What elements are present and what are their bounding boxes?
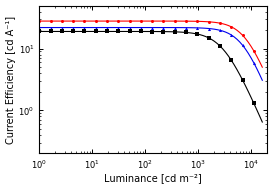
Y-axis label: Current Efficiency [cd A⁻¹]: Current Efficiency [cd A⁻¹] <box>5 15 16 143</box>
X-axis label: Luminance [cd m⁻²]: Luminance [cd m⁻²] <box>105 174 202 184</box>
